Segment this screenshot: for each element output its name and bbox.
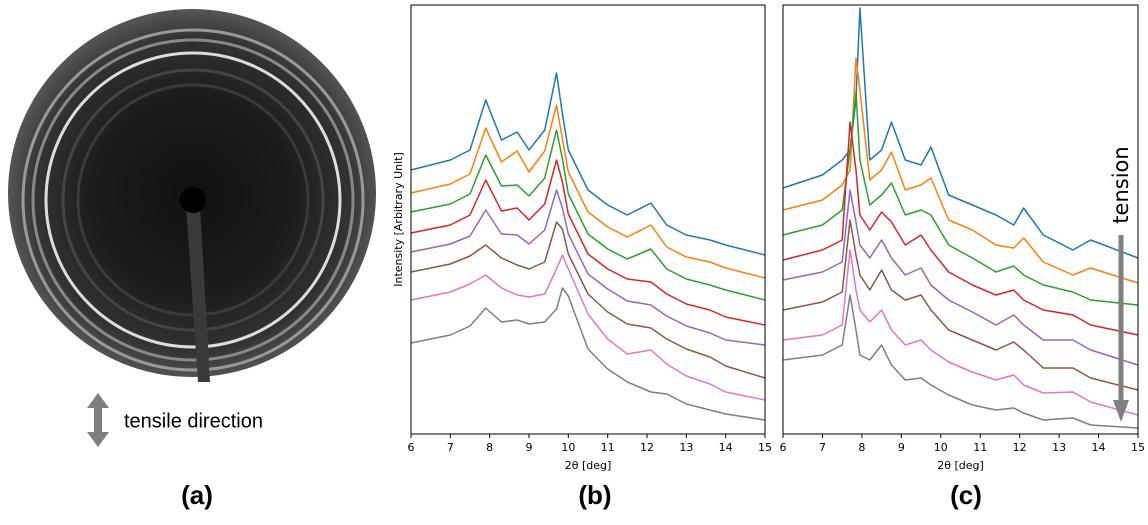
x-tick-label: 11 <box>601 441 615 454</box>
x-tick-label: 12 <box>1013 441 1027 454</box>
series-line <box>782 57 1139 284</box>
series-line <box>410 72 766 256</box>
tension-arrowhead <box>1113 400 1129 422</box>
panel-label: (b) <box>578 480 611 510</box>
plot-frame <box>782 4 1139 435</box>
series-line <box>410 189 766 346</box>
x-tick-label: 7 <box>447 441 454 454</box>
x-tick-label: 10 <box>934 441 948 454</box>
x-tick-label: 11 <box>973 441 987 454</box>
x-tick-label: 15 <box>758 441 772 454</box>
chart-b: 6 7 8 9 10 11 12 13 14 15 2θ [deg] Intensity [Arbit… <box>392 4 772 472</box>
annotation: tension <box>1109 146 1133 223</box>
x-tick-label: 9 <box>526 441 533 454</box>
diffraction-image <box>8 9 376 382</box>
series-line <box>410 287 766 421</box>
series-line <box>410 129 766 301</box>
y-axis-label: Intensity [Arbitrary Unit] <box>392 152 405 287</box>
series-line <box>782 121 1139 336</box>
x-tick-label: 14 <box>719 441 733 454</box>
x-tick-label: 13 <box>679 441 693 454</box>
series-line <box>410 254 766 401</box>
series-line <box>782 219 1139 391</box>
x-tick-label: 8 <box>858 441 865 454</box>
x-axis-label: 2θ [deg] <box>565 459 612 472</box>
tensile-arrow <box>87 393 109 447</box>
series-line <box>410 159 766 326</box>
series-line <box>782 294 1139 429</box>
series-line <box>782 7 1139 259</box>
x-tick-label: 10 <box>561 441 575 454</box>
x-tick-label: 15 <box>1131 441 1145 454</box>
series-line <box>782 249 1139 416</box>
image-caption: tensile direction <box>124 410 263 432</box>
x-tick-label: 9 <box>898 441 905 454</box>
series-line <box>410 221 766 379</box>
series-line <box>782 189 1139 366</box>
x-tick-label: 6 <box>780 441 787 454</box>
x-tick-label: 13 <box>1052 441 1066 454</box>
x-axis-label: 2θ [deg] <box>937 459 984 472</box>
plot-frame <box>410 4 766 435</box>
panel-label: (c) <box>950 480 982 510</box>
chart-c: 6 7 8 9 10 11 12 13 14 15 2θ [deg] tension <box>780 4 1145 472</box>
panel-label: (a) <box>181 480 213 510</box>
x-tick-label: 14 <box>1092 441 1106 454</box>
x-tick-label: 7 <box>819 441 826 454</box>
x-tick-label: 8 <box>486 441 493 454</box>
series-line <box>410 104 766 279</box>
series-line <box>782 91 1139 306</box>
x-tick-label: 12 <box>640 441 654 454</box>
x-tick-label: 6 <box>408 441 415 454</box>
